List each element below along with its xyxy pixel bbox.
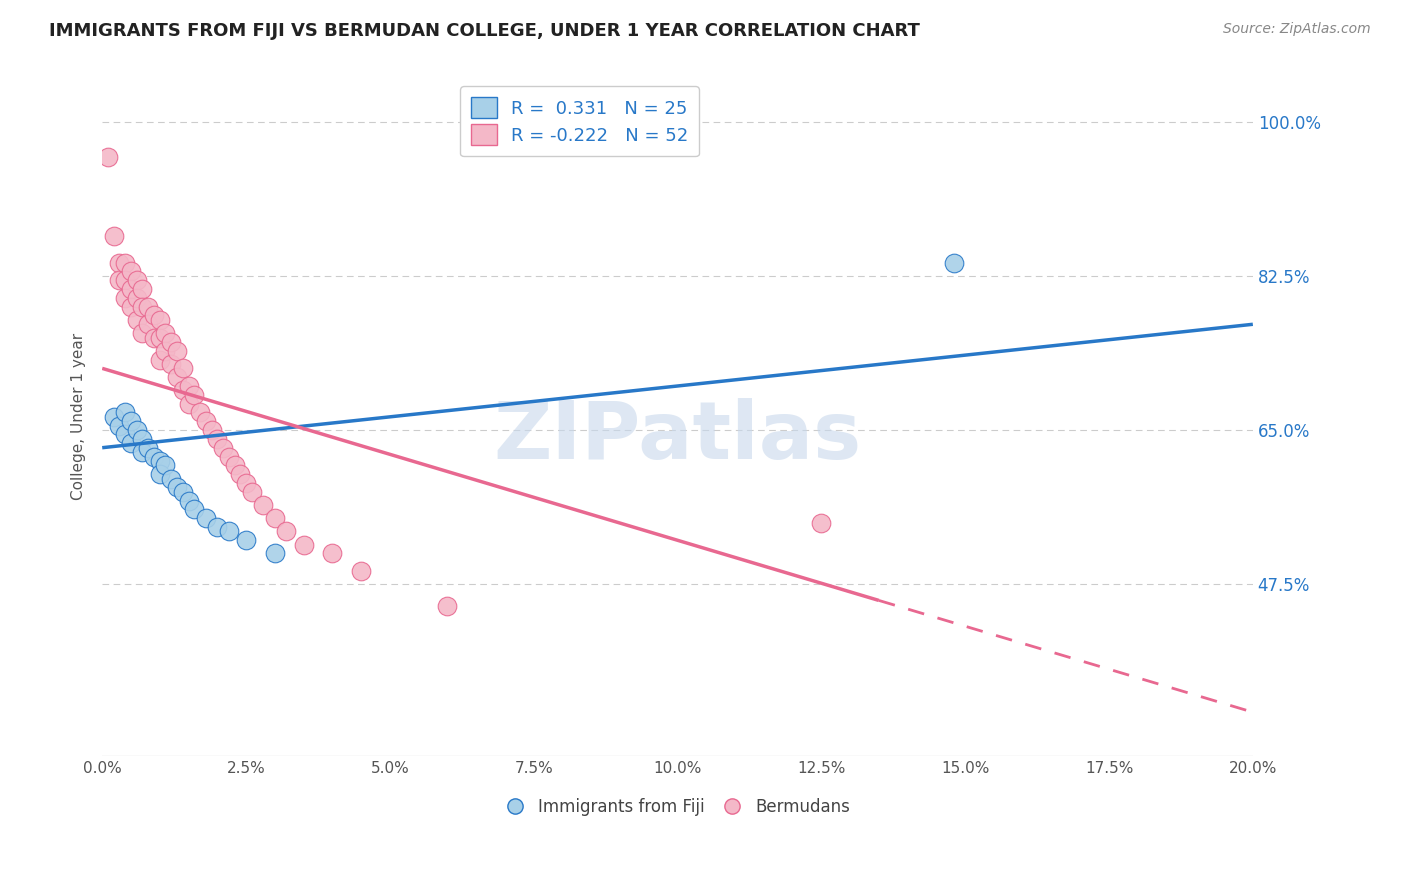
- Point: [131, 300, 153, 314]
- Point: [131, 445, 153, 459]
- Text: IMMIGRANTS FROM FIJI VS BERMUDAN COLLEGE, UNDER 1 YEAR CORRELATION CHART: IMMIGRANTS FROM FIJI VS BERMUDAN COLLEGE…: [49, 22, 920, 40]
- Point: [263, 511, 285, 525]
- Point: [166, 343, 188, 358]
- Point: [149, 454, 172, 468]
- Point: [120, 300, 142, 314]
- Point: [136, 318, 159, 332]
- Point: [263, 547, 285, 561]
- Point: [125, 273, 148, 287]
- Point: [131, 282, 153, 296]
- Point: [136, 300, 159, 314]
- Point: [97, 150, 120, 164]
- Point: [155, 326, 177, 340]
- Point: [120, 282, 142, 296]
- Point: [207, 432, 229, 446]
- Point: [183, 388, 205, 402]
- Point: [224, 458, 246, 473]
- Point: [160, 334, 183, 349]
- Point: [160, 472, 183, 486]
- Point: [183, 502, 205, 516]
- Point: [321, 547, 343, 561]
- Point: [136, 441, 159, 455]
- Point: [131, 326, 153, 340]
- Point: [108, 273, 131, 287]
- Point: [125, 291, 148, 305]
- Point: [810, 516, 832, 530]
- Point: [120, 264, 142, 278]
- Point: [229, 467, 252, 482]
- Point: [125, 423, 148, 437]
- Point: [149, 313, 172, 327]
- Point: [131, 432, 153, 446]
- Point: [218, 524, 240, 539]
- Point: [235, 533, 257, 548]
- Point: [166, 480, 188, 494]
- Point: [177, 493, 200, 508]
- Point: [114, 427, 136, 442]
- Point: [149, 330, 172, 344]
- Point: [155, 458, 177, 473]
- Point: [155, 343, 177, 358]
- Point: [103, 229, 125, 244]
- Point: [177, 379, 200, 393]
- Point: [143, 330, 166, 344]
- Point: [114, 273, 136, 287]
- Point: [194, 511, 217, 525]
- Point: [200, 423, 222, 437]
- Point: [292, 538, 315, 552]
- Point: [143, 450, 166, 464]
- Point: [350, 564, 373, 578]
- Point: [436, 599, 458, 614]
- Point: [172, 361, 194, 376]
- Point: [108, 418, 131, 433]
- Point: [235, 475, 257, 490]
- Point: [114, 291, 136, 305]
- Point: [114, 405, 136, 419]
- Point: [103, 409, 125, 424]
- Point: [276, 524, 298, 539]
- Point: [240, 484, 263, 499]
- Point: [149, 467, 172, 482]
- Point: [177, 396, 200, 410]
- Point: [194, 414, 217, 428]
- Text: Source: ZipAtlas.com: Source: ZipAtlas.com: [1223, 22, 1371, 37]
- Point: [172, 384, 194, 398]
- Point: [108, 255, 131, 269]
- Point: [120, 414, 142, 428]
- Point: [149, 352, 172, 367]
- Point: [143, 309, 166, 323]
- Y-axis label: College, Under 1 year: College, Under 1 year: [72, 334, 86, 500]
- Point: [125, 313, 148, 327]
- Text: ZIPatlas: ZIPatlas: [494, 398, 862, 476]
- Point: [114, 255, 136, 269]
- Point: [188, 405, 211, 419]
- Point: [160, 357, 183, 371]
- Point: [166, 370, 188, 384]
- Legend: Immigrants from Fiji, Bermudans: Immigrants from Fiji, Bermudans: [499, 791, 856, 822]
- Point: [942, 255, 965, 269]
- Point: [120, 436, 142, 450]
- Point: [218, 450, 240, 464]
- Point: [172, 484, 194, 499]
- Point: [212, 441, 235, 455]
- Point: [207, 520, 229, 534]
- Point: [252, 498, 274, 512]
